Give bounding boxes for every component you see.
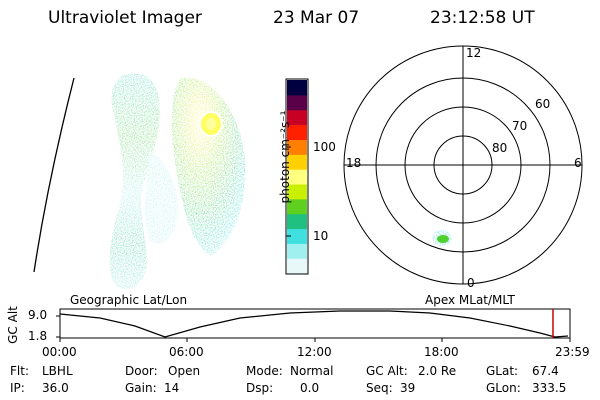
colorbar-swatch [287,154,307,170]
geographic-axis-title: Geographic Lat/Lon [70,293,188,307]
seq-label: Seq: [366,381,393,395]
apex-axis-title: Apex MLat/MLT [425,293,515,307]
gain-value: 14 [164,381,180,395]
gc-alt-value: 2.0 Re [418,364,457,378]
altitude-ytick-1-8: 1.8 [28,329,48,343]
time-tick-1200: 12:00 [297,345,332,359]
colorbar-swatch [287,94,307,111]
colorbar-swatch [287,109,307,126]
lat-label-80: 80 [492,141,508,155]
lat-label-60: 60 [535,97,551,111]
colorbar-swatch [287,198,307,215]
mlt-label-18: 18 [346,156,362,170]
ip-value: 36.0 [42,381,69,395]
colorbar-swatch [287,258,307,274]
altitude-ylabel: GC Alt [6,306,20,344]
colorbar-swatch [287,169,307,185]
instrument-title: Ultraviolet Imager [48,8,202,28]
door-label: Door: [125,364,158,378]
mode-label: Mode: [246,364,283,378]
colorbar-unit-label: photon cm⁻²s⁻¹ [278,110,292,204]
colorbar-swatch [287,228,307,244]
mlt-label-12: 12 [466,46,482,60]
gain-label: Gain: [125,381,157,395]
mlt-label-0: 0 [467,276,475,290]
glat-value: 67.4 [532,364,559,378]
mlt-label-6: 6 [574,156,582,170]
polar-plot [343,45,583,285]
aurora-dayside-band [109,73,160,290]
aurora-oval [171,77,246,256]
observation-date: 23 Mar 07 [273,8,360,28]
dsp-value: 0.0 [300,381,320,395]
time-tick-0600: 06:00 [169,345,204,359]
glon-label: GLon: [486,381,521,395]
altitude-plot-frame [59,308,571,339]
aurora-diffuse-glow [145,150,179,244]
time-tick-1800: 18:00 [424,345,459,359]
color-scale-bar [285,78,309,275]
observation-time: 23:12:58 UT [430,8,535,28]
altitude-plot [56,308,571,342]
colorbar-swatch [287,213,307,230]
colorbar-swatch [287,243,307,259]
glat-label: GLat: [486,364,519,378]
door-value: Open [168,364,201,378]
ip-label: IP: [10,381,25,395]
earth-limb-arc [33,77,75,273]
colorbar-swatch [287,124,307,140]
seq-value: 39 [400,381,416,395]
colorbar-swatch [287,183,307,200]
flt-label: Flt: [10,364,29,378]
glon-value: 333.5 [532,381,567,395]
colorbar-swatch [287,80,307,96]
altitude-curve [59,310,569,338]
aurora-hotspot-core [206,118,216,130]
gc-alt-label: GC Alt: [366,364,408,378]
altitude-ytick-9: 9.0 [28,308,48,322]
flt-value: LBHL [42,364,73,378]
mode-value: Normal [290,364,334,378]
auroral-image [109,73,246,290]
colorbar-swatch [287,139,307,155]
colorbar-label-100: 100 [313,140,336,154]
dsp-label: Dsp: [246,381,274,395]
lat-label-70: 70 [512,119,528,133]
colorbar-frame [285,78,309,275]
polar-aurora-core [437,235,449,243]
colorbar-label-10: 10 [313,229,329,243]
time-tick-0000: 00:00 [42,345,77,359]
time-tick-2359: 23:59 [555,345,590,359]
